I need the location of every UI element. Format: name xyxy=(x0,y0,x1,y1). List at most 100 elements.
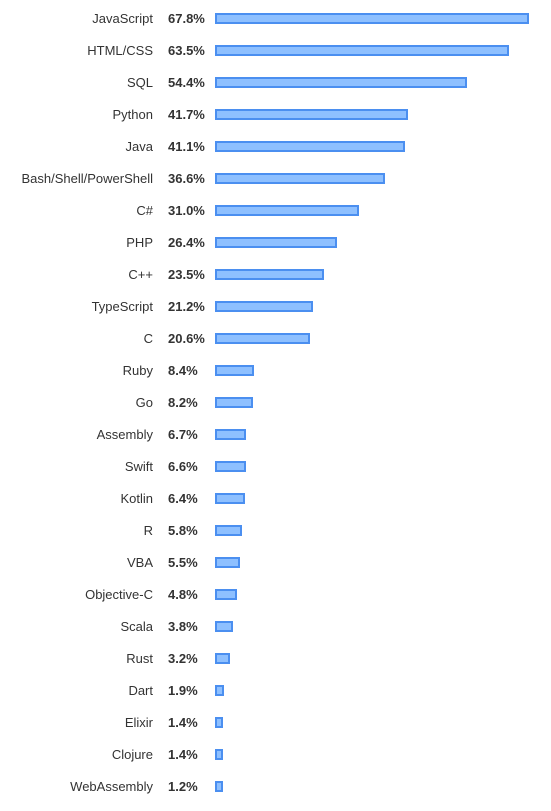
value-label: 67.8% xyxy=(168,11,205,26)
bar xyxy=(215,109,408,120)
bar xyxy=(215,301,313,312)
bar xyxy=(215,685,224,696)
bar xyxy=(215,525,242,536)
category-label: JavaScript xyxy=(92,11,153,26)
bar-row: Bash/Shell/PowerShell 36.6% xyxy=(0,163,551,195)
bar-row: SQL 54.4% xyxy=(0,67,551,99)
category-label: Ruby xyxy=(122,363,153,378)
category-label: Dart xyxy=(128,683,153,698)
value-label: 6.7% xyxy=(168,427,198,442)
bar-row: VBA 5.5% xyxy=(0,547,551,579)
category-label: TypeScript xyxy=(91,299,153,314)
bar xyxy=(215,365,254,376)
value-label: 1.9% xyxy=(168,683,198,698)
bar xyxy=(215,45,509,56)
category-label: Elixir xyxy=(124,715,153,730)
bar xyxy=(215,429,246,440)
category-label: Kotlin xyxy=(120,491,153,506)
category-label: SQL xyxy=(126,75,153,90)
bar-row: Kotlin 6.4% xyxy=(0,483,551,515)
category-label: Python xyxy=(112,107,153,122)
value-label: 31.0% xyxy=(168,203,205,218)
category-label: Java xyxy=(125,139,153,154)
bar xyxy=(215,237,337,248)
bar-row: Scala 3.8% xyxy=(0,611,551,643)
category-label: PHP xyxy=(126,235,153,250)
value-label: 3.8% xyxy=(168,619,198,634)
bar-row: Python 41.7% xyxy=(0,99,551,131)
bar xyxy=(215,141,405,152)
bar xyxy=(215,77,467,88)
bar xyxy=(215,749,223,760)
bar xyxy=(215,589,237,600)
category-label: Scala xyxy=(120,619,153,634)
value-label: 8.2% xyxy=(168,395,198,410)
bar-row: Objective-C 4.8% xyxy=(0,579,551,611)
value-label: 6.4% xyxy=(168,491,198,506)
bar-row: Swift 6.6% xyxy=(0,451,551,483)
bar xyxy=(215,621,233,632)
category-label: Rust xyxy=(126,651,153,666)
bar-row: C# 31.0% xyxy=(0,195,551,227)
category-label: Bash/Shell/PowerShell xyxy=(21,171,153,186)
bar xyxy=(215,205,359,216)
bar-row: R 5.8% xyxy=(0,515,551,547)
bar-row: Assembly 6.7% xyxy=(0,419,551,451)
category-label: Clojure xyxy=(111,747,153,762)
bar-row: Elixir 1.4% xyxy=(0,707,551,739)
category-label: C++ xyxy=(128,267,153,282)
category-label: Swift xyxy=(124,459,153,474)
category-label: WebAssembly xyxy=(70,779,153,794)
value-label: 4.8% xyxy=(168,587,198,602)
value-label: 41.1% xyxy=(168,139,205,154)
bar-row: TypeScript 21.2% xyxy=(0,291,551,323)
bar-row: Clojure 1.4% xyxy=(0,739,551,771)
value-label: 1.2% xyxy=(168,779,198,794)
value-label: 20.6% xyxy=(168,331,205,346)
value-label: 36.6% xyxy=(168,171,205,186)
value-label: 5.5% xyxy=(168,555,198,570)
category-label: Objective-C xyxy=(85,587,153,602)
value-label: 23.5% xyxy=(168,267,205,282)
category-label: HTML/CSS xyxy=(87,43,153,58)
value-label: 5.8% xyxy=(168,523,198,538)
bar-row: Go 8.2% xyxy=(0,387,551,419)
bar-row: Java 41.1% xyxy=(0,131,551,163)
value-label: 1.4% xyxy=(168,715,198,730)
value-label: 6.6% xyxy=(168,459,198,474)
bar-row: Rust 3.2% xyxy=(0,643,551,675)
bar-row: PHP 26.4% xyxy=(0,227,551,259)
bar xyxy=(215,173,385,184)
bar-row: Dart 1.9% xyxy=(0,675,551,707)
bar xyxy=(215,333,310,344)
value-label: 26.4% xyxy=(168,235,205,250)
value-label: 63.5% xyxy=(168,43,205,58)
category-label: Assembly xyxy=(96,427,153,442)
value-label: 1.4% xyxy=(168,747,198,762)
bar-row: JavaScript 67.8% xyxy=(0,3,551,35)
bar xyxy=(215,781,223,792)
category-label: R xyxy=(143,523,153,538)
bar-row: C 20.6% xyxy=(0,323,551,355)
bar xyxy=(215,461,246,472)
bar xyxy=(215,653,230,664)
bar xyxy=(215,493,245,504)
category-label: C# xyxy=(136,203,153,218)
value-label: 41.7% xyxy=(168,107,205,122)
bar xyxy=(215,397,253,408)
value-label: 3.2% xyxy=(168,651,198,666)
value-label: 21.2% xyxy=(168,299,205,314)
bar-row: HTML/CSS 63.5% xyxy=(0,35,551,67)
bar xyxy=(215,557,240,568)
bar-row: Ruby 8.4% xyxy=(0,355,551,387)
value-label: 54.4% xyxy=(168,75,205,90)
bar-row: WebAssembly 1.2% xyxy=(0,771,551,803)
category-label: C xyxy=(143,331,153,346)
bar xyxy=(215,269,324,280)
category-label: VBA xyxy=(126,555,153,570)
bar-row: C++ 23.5% xyxy=(0,259,551,291)
category-label: Go xyxy=(135,395,153,410)
bar xyxy=(215,13,529,24)
value-label: 8.4% xyxy=(168,363,198,378)
